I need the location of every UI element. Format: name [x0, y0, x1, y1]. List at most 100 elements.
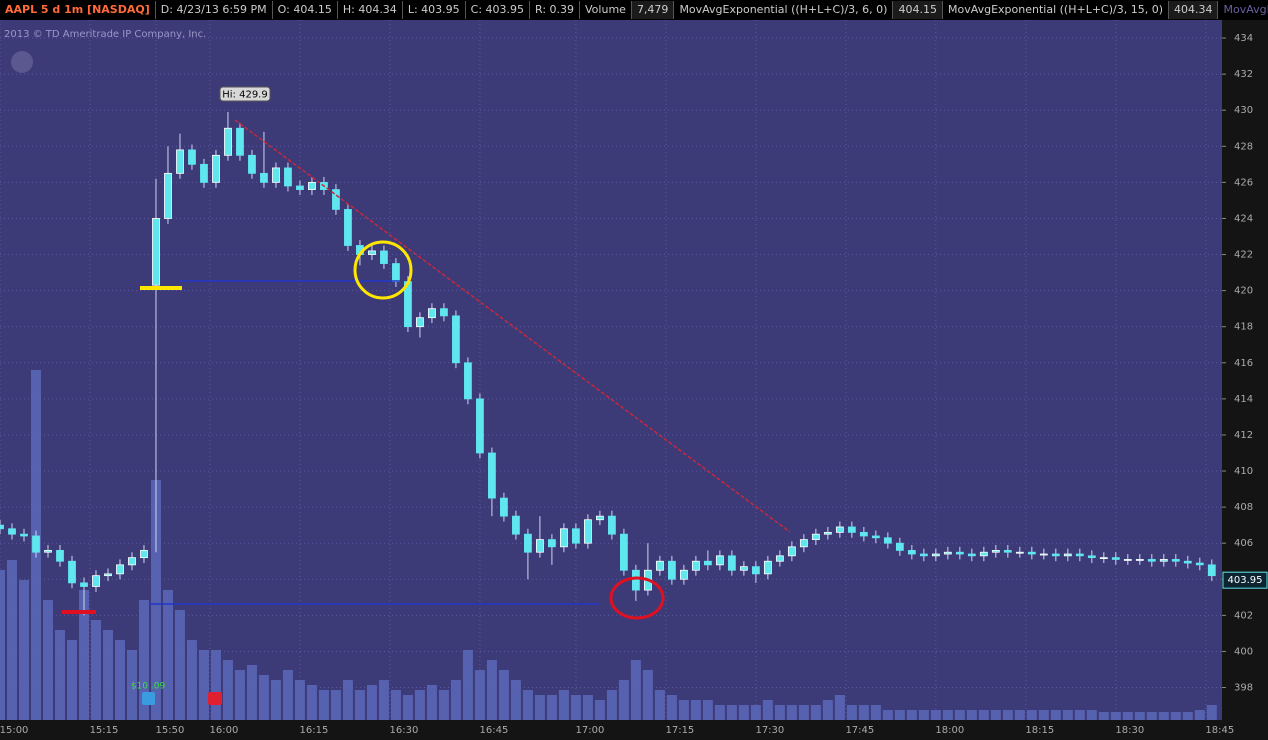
candle-body: [967, 553, 976, 557]
volume-bar: [942, 710, 953, 720]
volume-bar: [654, 690, 665, 720]
candle-body: [476, 398, 484, 454]
volume-bar: [1158, 712, 1169, 720]
x-tick-label: 18:00: [935, 725, 964, 736]
y-tick-label: 434: [1234, 33, 1253, 44]
candle-body: [248, 154, 256, 174]
candle-body: [871, 535, 880, 539]
trend-line: [234, 119, 791, 533]
volume-bar: [90, 620, 101, 720]
event-label: $10 .09: [131, 682, 166, 692]
volume-bar: [990, 710, 1001, 720]
volume-bar: [78, 590, 89, 720]
x-tick-label: 18:45: [1205, 725, 1234, 736]
candle-body: [548, 539, 556, 548]
volume-bar: [1122, 712, 1133, 720]
candle-body: [931, 553, 940, 557]
event-icon[interactable]: [208, 692, 222, 705]
y-tick-label: 422: [1234, 250, 1253, 261]
volume-bar: [306, 685, 317, 720]
volume-bar: [438, 690, 449, 720]
candle-body: [1075, 553, 1084, 557]
volume-bar: [894, 710, 905, 720]
candle-body: [56, 550, 64, 562]
volume-bar: [318, 690, 329, 720]
candle-body: [763, 560, 772, 575]
y-tick-label: 398: [1234, 683, 1253, 694]
symbol[interactable]: AAPL 5 d 1m [NASDAQ]: [0, 1, 156, 19]
x-tick-label: 17:45: [845, 725, 874, 736]
high-label-box: [219, 86, 271, 102]
candle-body: [392, 263, 400, 282]
candle-body: [104, 573, 112, 577]
volume-bar: [774, 705, 785, 720]
candle-body: [512, 515, 520, 535]
volume-bar: [162, 590, 173, 720]
event-icon[interactable]: [142, 692, 155, 705]
volume-bar: [1170, 712, 1181, 720]
candle-body: [859, 531, 868, 537]
candle-body: [140, 550, 148, 559]
logo: [11, 51, 33, 73]
candle-body: [1147, 559, 1156, 562]
volume-bar: [594, 700, 605, 720]
volume-bar: [174, 610, 185, 720]
x-tick-label: 15:00: [0, 725, 28, 736]
volume-bar: [366, 685, 377, 720]
volume-bar: [0, 570, 5, 720]
candle-body: [8, 528, 16, 535]
volume-label: Volume: [580, 1, 632, 19]
volume-bar: [222, 660, 233, 720]
volume-bar: [234, 670, 245, 720]
volume-bar: [930, 710, 941, 720]
candle-body: [380, 250, 388, 264]
y-tick-label: 412: [1234, 430, 1253, 441]
volume-bar: [138, 600, 149, 720]
candle-body: [739, 566, 748, 571]
candle-body: [691, 560, 700, 571]
volume-value: 7,479: [631, 1, 675, 19]
last-price-box: [1222, 571, 1268, 589]
y-tick-label: 432: [1234, 69, 1253, 80]
volume-bar: [522, 690, 533, 720]
volume-bar: [474, 670, 485, 720]
volume-bar: [630, 660, 641, 720]
candle-body: [152, 218, 160, 286]
candle-body: [679, 569, 688, 580]
volume-bar: [1002, 710, 1013, 720]
candle-body: [835, 526, 844, 533]
candle-body: [943, 551, 952, 555]
volume-bar: [570, 695, 581, 720]
candle-body: [584, 519, 592, 544]
candle-body: [619, 533, 628, 571]
volume-bar: [1182, 712, 1193, 720]
candle-body: [823, 531, 832, 535]
candle-body: [212, 154, 220, 183]
candle-body: [68, 560, 76, 584]
candle-body: [1195, 562, 1204, 566]
volume-bar: [666, 695, 677, 720]
volume-bar: [426, 685, 437, 720]
volume-bar: [678, 700, 689, 720]
candle-body: [488, 452, 496, 499]
candle-body: [272, 167, 280, 183]
x-tick-label: 15:50: [156, 725, 185, 736]
y-tick-label: 402: [1234, 610, 1253, 621]
candle-body: [775, 555, 784, 562]
volume-bar: [546, 695, 557, 720]
y-tick-label: 400: [1234, 646, 1253, 657]
date: D: 4/23/13 6:59 PM: [156, 1, 273, 19]
candle-body: [452, 315, 460, 364]
volume-bar: [798, 705, 809, 720]
candle-body: [1183, 560, 1192, 564]
candle-body: [1015, 551, 1024, 554]
candle-body: [655, 560, 664, 571]
volume-bar: [498, 670, 509, 720]
y-tick-label: 430: [1234, 105, 1253, 116]
candle-body: [727, 555, 736, 571]
candle-body: [895, 542, 904, 551]
volume-bar: [810, 705, 821, 720]
y-tick-label: 420: [1234, 286, 1253, 297]
volume-bar: [1206, 705, 1217, 720]
